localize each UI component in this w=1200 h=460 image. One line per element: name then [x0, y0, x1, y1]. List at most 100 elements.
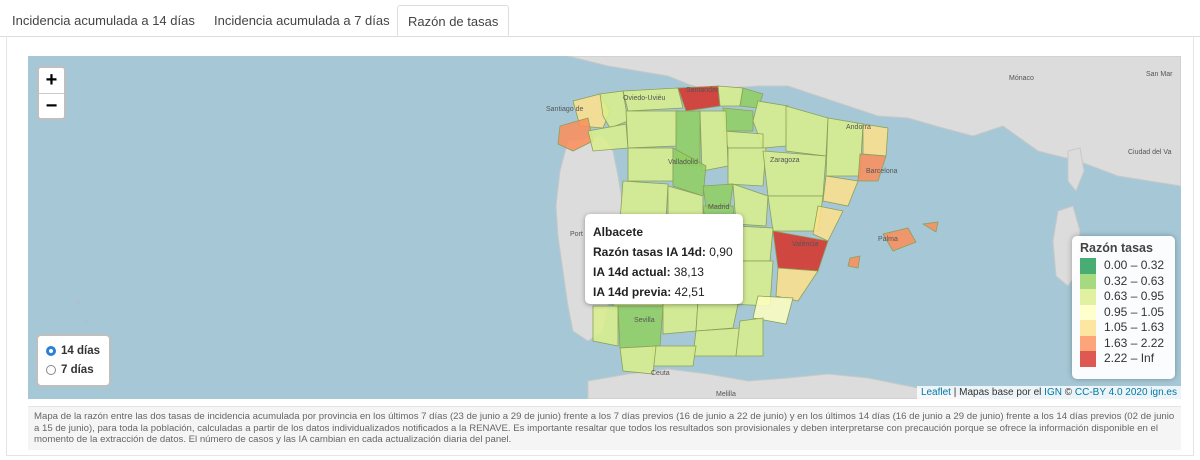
province-lugo[interactable] — [599, 90, 629, 129]
radio-14-dias-label: 14 días — [61, 345, 100, 357]
place-label-melilla: Melilla — [716, 391, 736, 398]
place-label-ciudad-del-va: Ciudad del Va — [1128, 149, 1172, 156]
province-sevilla[interactable] — [617, 305, 664, 349]
radio-7-dias-label: 7 días — [61, 364, 94, 376]
place-label-santander: Santander — [686, 87, 719, 94]
island-dot — [84, 319, 88, 323]
attribution-sep: | Mapas base por el — [950, 387, 1045, 398]
legend-swatch — [1080, 335, 1096, 351]
tab-bar: Incidencia acumulada a 14 días Incidenci… — [0, 0, 1200, 37]
legend-item: 1.63 – 2.22 — [1080, 335, 1167, 351]
place-label-santiago: Santiago de — [546, 106, 583, 113]
legend-item: 0.32 – 0.63 — [1080, 273, 1167, 289]
legend-swatch — [1080, 289, 1096, 305]
legend-title: Razón tasas — [1080, 241, 1153, 255]
tab-panel — [6, 36, 1194, 456]
province-cadiz[interactable] — [619, 345, 657, 375]
province-huesca[interactable] — [785, 105, 829, 157]
province-alava[interactable] — [722, 107, 754, 132]
province-pontevedra[interactable] — [557, 117, 594, 152]
place-label-monaco: Mónaco — [1009, 75, 1034, 82]
map-caption: Mapa de la razón entre las dos tasas de … — [28, 406, 1181, 450]
province-jaen[interactable] — [695, 300, 739, 332]
leaflet-link[interactable]: Leaflet — [920, 387, 951, 398]
legend-item: 2.22 – Inf — [1080, 351, 1167, 367]
tooltip-previa-value: 42,51 — [674, 285, 705, 299]
africa-land — [587, 368, 989, 399]
zoom-in-button[interactable]: + — [39, 68, 64, 94]
legend-swatch — [1080, 258, 1096, 274]
place-label-sevilla: Sevilla — [634, 317, 655, 324]
legend-label: 2.22 – Inf — [1104, 351, 1155, 365]
map-legend: Razón tasas 0.00 – 0.32 0.32 – 0.63 0.63 –… — [1072, 236, 1175, 379]
legend-item: 0.95 – 1.05 — [1080, 304, 1167, 320]
province-ibiza[interactable] — [847, 255, 861, 269]
province-leon[interactable] — [625, 110, 679, 149]
legend-item: 1.05 – 1.63 — [1080, 320, 1167, 336]
place-label-palma: Palma — [878, 236, 898, 243]
legend-label: 0.32 – 0.63 — [1104, 273, 1165, 288]
legend-swatch — [1080, 304, 1096, 320]
province-ourense[interactable] — [587, 123, 629, 152]
province-burgos[interactable] — [699, 110, 729, 172]
zoom-out-button[interactable]: − — [45, 95, 58, 117]
place-label-valladolid: Valladolid — [668, 159, 698, 166]
tooltip-razon-label: Razón tasas IA 14d: — [593, 245, 706, 259]
place-label-valencia: València — [792, 241, 818, 248]
province-alicante[interactable] — [775, 267, 819, 302]
legend-label: 1.63 – 2.22 — [1104, 335, 1165, 350]
place-label-andorra: Andorra — [846, 124, 871, 131]
radio-14-dias[interactable]: 14 días — [46, 342, 101, 361]
place-label-ceuta: Ceuta — [651, 370, 670, 377]
tooltip-province-name: Albacete — [593, 225, 644, 239]
province-murcia[interactable] — [752, 295, 794, 325]
place-label-madrid: Madrid — [708, 204, 730, 211]
tooltip-razon-value: 0,90 — [709, 245, 733, 259]
province-vizcaya[interactable] — [717, 85, 744, 107]
tab-razon-tasas[interactable]: Razón de tasas — [397, 5, 510, 36]
tooltip-actual-value: 38,13 — [673, 265, 704, 279]
radio-7-dias-dot[interactable] — [46, 365, 56, 375]
place-label-barcelona: Barcelona — [866, 168, 898, 175]
tooltip-previa-label: IA 14d previa: — [593, 285, 672, 299]
province-almeria[interactable] — [735, 317, 764, 357]
attribution-copy: © — [1061, 387, 1075, 398]
island-dot — [76, 301, 80, 305]
place-label-port: Port — [570, 231, 583, 238]
legend-label: 1.05 – 1.63 — [1104, 320, 1165, 334]
place-label-san-mar: San Mar — [1146, 71, 1173, 78]
province-la-rioja[interactable] — [722, 130, 764, 149]
province-illes-balears[interactable] — [882, 227, 917, 252]
radio-7-dias[interactable]: 7 días — [46, 361, 101, 380]
legend-label: 0.00 – 0.32 — [1104, 258, 1165, 272]
province-asturias[interactable] — [622, 87, 684, 112]
province-castellon[interactable] — [812, 205, 844, 242]
province-barcelona[interactable] — [857, 153, 887, 182]
legend-swatch — [1080, 273, 1096, 289]
place-label-oviedo: Oviedo-Uviéu — [623, 95, 666, 102]
corsica-land — [1067, 147, 1085, 192]
legend-label: 0.95 – 1.05 — [1104, 304, 1165, 319]
legend-swatch — [1080, 351, 1096, 367]
tooltip-actual-label: IA 14d actual: — [593, 265, 671, 279]
province-tooltip: Albacete Razón tasas IA 14d: 0,90 IA 14d… — [585, 214, 743, 304]
province-menorca[interactable] — [921, 221, 939, 233]
license-link[interactable]: CC-BY 4.0 2020 ign.es — [1074, 387, 1177, 398]
province-malaga[interactable] — [652, 345, 697, 367]
legend-item: 0.00 – 0.32 — [1080, 258, 1167, 274]
radio-14-dias-dot[interactable] — [46, 346, 56, 356]
province-huelva[interactable] — [592, 305, 619, 347]
map-attribution: Leaflet | Mapas base por el IGN © CC-BY … — [916, 386, 1181, 400]
province-zamora[interactable] — [627, 147, 674, 182]
tab-ia-7-dias[interactable]: Incidencia acumulada a 7 días — [214, 13, 390, 28]
legend-item: 0.63 – 0.95 — [1080, 289, 1167, 305]
province-soria[interactable] — [727, 147, 767, 187]
place-label-zaragoza: Zaragoza — [770, 157, 800, 164]
province-tarragona[interactable] — [822, 175, 859, 207]
legend-swatch — [1080, 320, 1096, 336]
tab-ia-14-dias[interactable]: Incidencia acumulada a 14 días — [12, 13, 195, 28]
legend-label: 0.63 – 0.95 — [1104, 289, 1165, 303]
province-cordoba[interactable] — [662, 300, 699, 335]
province-granada[interactable] — [692, 327, 741, 357]
ign-link[interactable]: IGN — [1044, 387, 1062, 398]
